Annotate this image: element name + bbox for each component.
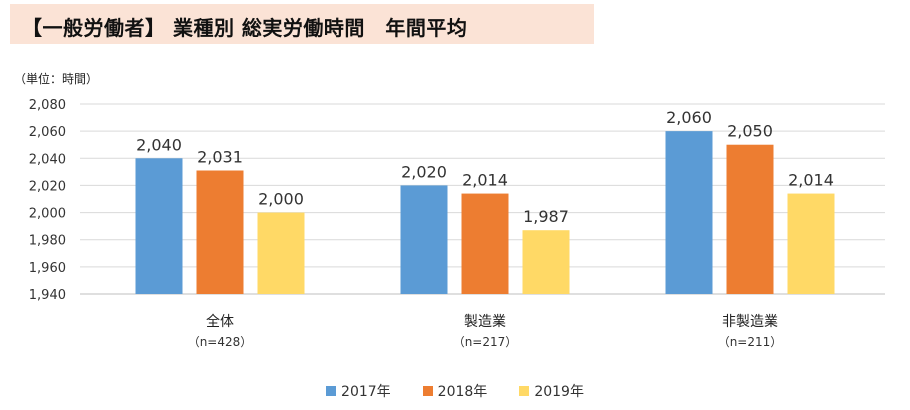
y-tick-label: 1,980 <box>29 234 66 249</box>
data-label: 2,060 <box>666 108 712 127</box>
y-tick-label: 2,020 <box>29 179 66 194</box>
category-sublabel: （n=428） <box>188 335 253 349</box>
legend-swatch <box>422 386 433 396</box>
bar-3-3 <box>787 193 835 294</box>
data-label: 1,987 <box>523 207 569 226</box>
y-tick-label: 2,080 <box>29 98 66 113</box>
bar-2-1 <box>196 170 244 294</box>
bar-2-2 <box>461 193 509 294</box>
category-label: 非製造業 <box>722 314 778 330</box>
y-tick-label: 2,060 <box>29 125 66 140</box>
y-tick-label: 2,000 <box>29 207 66 222</box>
y-tick-label: 1,940 <box>29 288 66 303</box>
legend-item: 2017年 <box>326 381 391 401</box>
legend-label: 2017年 <box>341 384 391 400</box>
category-label: 全体 <box>206 313 234 330</box>
chart-legend: 2017年 2018年 2019年 <box>0 381 910 401</box>
data-label: 2,040 <box>136 135 182 154</box>
bar-3-1 <box>257 212 305 294</box>
category-label: 製造業 <box>464 314 506 330</box>
bar-1-3 <box>665 131 713 294</box>
category-sublabel: （n=211） <box>718 335 783 349</box>
legend-label: 2018年 <box>437 384 488 400</box>
legend-item: 2019年 <box>519 381 584 401</box>
data-label: 2,000 <box>258 190 304 209</box>
data-label: 2,014 <box>788 171 834 190</box>
bar-chart: 2,080 2,060 2,040 2,020 2,000 1,980 1,960 1,940… <box>29 98 885 349</box>
data-label: 2,020 <box>401 162 447 181</box>
y-tick-label: 2,040 <box>29 152 66 167</box>
category-sublabel: （n=217） <box>453 335 518 349</box>
bar-1-1 <box>135 158 183 294</box>
legend-swatch <box>519 386 530 396</box>
bar-1-2 <box>400 185 448 294</box>
legend-item: 2018年 <box>422 381 488 401</box>
title-banner: 【一般労働者】 業種別 総実労働時間 年間平均 <box>10 4 594 44</box>
bar-2-3 <box>726 144 774 294</box>
chart-title: 【一般労働者】 業種別 総実労働時間 年間平均 <box>22 16 468 40</box>
legend-swatch <box>326 386 337 396</box>
legend-label: 2019年 <box>534 384 584 400</box>
data-label: 2,014 <box>462 171 508 190</box>
unit-label: （単位：時間） <box>14 72 99 86</box>
data-label: 2,031 <box>197 148 243 167</box>
data-label: 2,050 <box>727 122 773 141</box>
bar-3-2 <box>522 230 570 294</box>
y-tick-label: 1,960 <box>29 261 66 276</box>
